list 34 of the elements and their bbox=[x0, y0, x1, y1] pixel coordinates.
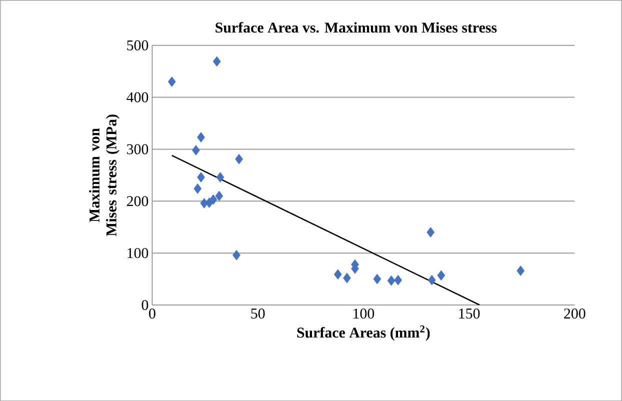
x-tick-label: 200 bbox=[564, 308, 586, 318]
point bbox=[235, 154, 243, 164]
x-tick-label: 50 bbox=[251, 308, 265, 318]
point bbox=[373, 274, 382, 284]
point bbox=[343, 272, 351, 284]
y-tick-label: 0 bbox=[142, 300, 148, 310]
point bbox=[209, 194, 218, 205]
x-tick-label: 0 bbox=[149, 308, 156, 318]
point bbox=[232, 250, 240, 260]
x-axis-title: Surface Areas (mm$^{2}$) bbox=[297, 325, 430, 341]
point bbox=[215, 190, 224, 201]
point bbox=[197, 172, 205, 182]
x-tick-label: 150 bbox=[459, 308, 480, 318]
point bbox=[192, 144, 200, 156]
point bbox=[428, 274, 436, 286]
y-axis-title: Maximum von Mises stress (MPa) bbox=[89, 114, 120, 236]
y-tick-label: 500 bbox=[127, 40, 148, 50]
y-tick-label: 400 bbox=[126, 92, 148, 102]
point bbox=[516, 265, 525, 276]
y-tick-label: 300 bbox=[127, 144, 148, 154]
y-tick-label: 100 bbox=[128, 248, 148, 258]
x-tick-label: 100 bbox=[354, 308, 374, 318]
point bbox=[194, 183, 202, 194]
point bbox=[168, 76, 176, 87]
point bbox=[394, 274, 402, 286]
y-tick-label: 200 bbox=[126, 196, 148, 206]
point bbox=[212, 56, 221, 66]
point bbox=[426, 226, 435, 238]
point bbox=[334, 269, 342, 280]
chart-title: Surface Area vs. Maximum von Mises stress bbox=[216, 22, 497, 33]
point bbox=[197, 132, 205, 142]
point bbox=[437, 270, 446, 280]
point bbox=[216, 172, 224, 182]
point bbox=[387, 275, 396, 286]
